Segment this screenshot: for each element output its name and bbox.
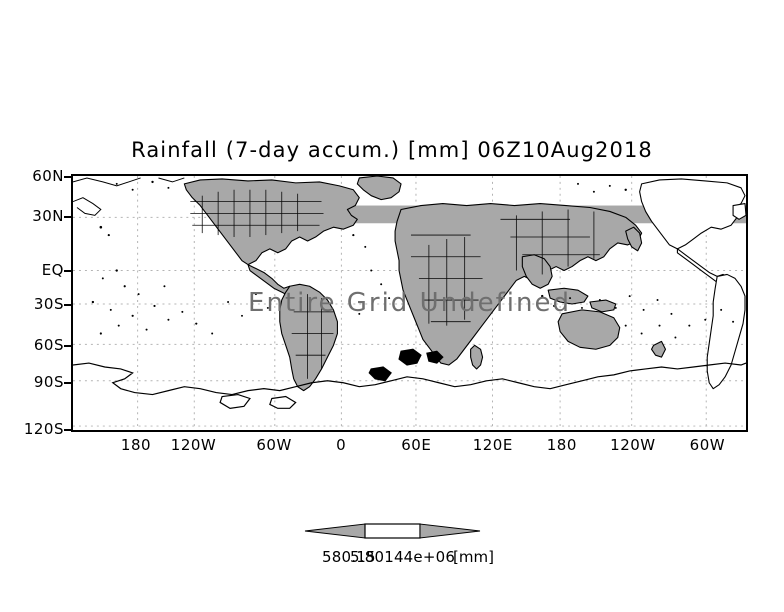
y-axis-tick — [64, 176, 71, 179]
x-axis-label: 0 — [336, 436, 347, 454]
x-axis-label: 120W — [170, 436, 217, 454]
colorbar-min-label: 580.15 — [322, 548, 376, 566]
y-axis-tick — [64, 381, 71, 384]
x-axis-label: 60E — [401, 436, 432, 454]
colorbar-max-label: 5.80144e+06 — [350, 548, 456, 566]
y-axis-tick — [64, 269, 71, 272]
x-axis-label: 60W — [256, 436, 292, 454]
political-borders — [190, 189, 600, 379]
x-axis-label: 60W — [689, 436, 726, 454]
y-axis-tick — [64, 345, 71, 348]
x-axis-label: 120E — [472, 436, 513, 454]
y-axis-tick — [64, 304, 71, 307]
antarctica-coastline — [73, 348, 746, 409]
colorbar-graphic — [304, 523, 481, 539]
land-masses-unfilled-repeat — [639, 178, 746, 390]
y-axis-label: EQ — [41, 260, 64, 279]
y-axis-label: 60N — [32, 167, 64, 186]
x-axis-label: 180 — [120, 436, 152, 454]
y-axis-tick — [64, 428, 71, 431]
x-axis-labels: 180 120W 60W 0 60E 120E 180 120W 60W — [71, 436, 748, 460]
colorbar: 580.15 5.80144e+06 [mm] — [285, 512, 500, 566]
y-axis-label: 60S — [33, 336, 64, 355]
northern-coastline-detail — [73, 177, 185, 216]
x-axis-label: 180 — [546, 436, 577, 454]
y-axis-label: 30N — [32, 207, 64, 226]
page-title: Rainfall (7-day accum.) [mm] 06Z10Aug201… — [131, 138, 653, 162]
world-map-graphic — [73, 176, 746, 430]
y-axis-label: 90S — [33, 372, 64, 391]
island-dots — [91, 180, 735, 339]
map-plot-area: Entire Grid Undefined — [71, 174, 748, 432]
x-axis-label: 120W — [610, 436, 656, 454]
y-axis-tick — [64, 216, 71, 219]
y-axis-label: 120S — [23, 419, 64, 438]
land-masses-filled — [183, 176, 667, 392]
y-axis-label: 30S — [33, 295, 64, 314]
colorbar-labels: 580.15 5.80144e+06 [mm] — [285, 548, 500, 568]
colorbar-units-label: [mm] — [453, 548, 494, 566]
y-axis-labels: 60N 30N EQ 30S 60S 90S 120S — [8, 167, 64, 438]
